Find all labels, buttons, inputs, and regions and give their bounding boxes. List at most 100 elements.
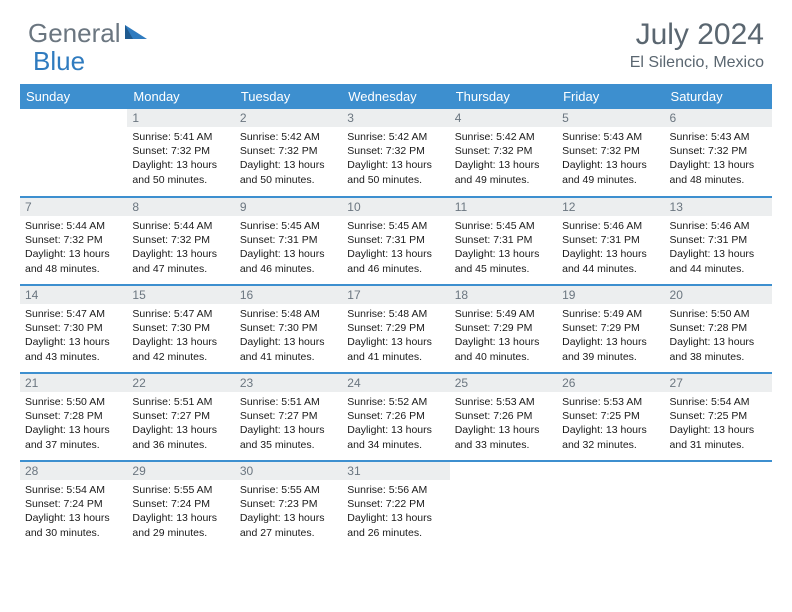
- day-details: Sunrise: 5:53 AMSunset: 7:26 PMDaylight:…: [450, 392, 557, 456]
- day-number: 25: [450, 374, 557, 392]
- weekday-header: Sunday: [20, 84, 127, 109]
- calendar-body: 1Sunrise: 5:41 AMSunset: 7:32 PMDaylight…: [20, 109, 772, 549]
- calendar-cell: 12Sunrise: 5:46 AMSunset: 7:31 PMDayligh…: [557, 197, 664, 285]
- calendar-cell: 18Sunrise: 5:49 AMSunset: 7:29 PMDayligh…: [450, 285, 557, 373]
- calendar-cell: 30Sunrise: 5:55 AMSunset: 7:23 PMDayligh…: [235, 461, 342, 549]
- logo-text-blue: Blue: [33, 46, 85, 76]
- weekday-header: Thursday: [450, 84, 557, 109]
- calendar-cell: 27Sunrise: 5:54 AMSunset: 7:25 PMDayligh…: [665, 373, 772, 461]
- day-details: Sunrise: 5:43 AMSunset: 7:32 PMDaylight:…: [557, 127, 664, 191]
- day-details: Sunrise: 5:43 AMSunset: 7:32 PMDaylight:…: [665, 127, 772, 191]
- calendar-cell: 3Sunrise: 5:42 AMSunset: 7:32 PMDaylight…: [342, 109, 449, 197]
- calendar-cell: [557, 461, 664, 549]
- day-number: 16: [235, 286, 342, 304]
- day-details: Sunrise: 5:49 AMSunset: 7:29 PMDaylight:…: [450, 304, 557, 368]
- day-number: 28: [20, 462, 127, 480]
- day-details: Sunrise: 5:44 AMSunset: 7:32 PMDaylight:…: [127, 216, 234, 280]
- day-number: 10: [342, 198, 449, 216]
- day-number: 29: [127, 462, 234, 480]
- calendar-cell: 31Sunrise: 5:56 AMSunset: 7:22 PMDayligh…: [342, 461, 449, 549]
- day-number: 19: [557, 286, 664, 304]
- day-details: Sunrise: 5:51 AMSunset: 7:27 PMDaylight:…: [127, 392, 234, 456]
- calendar-row: 1Sunrise: 5:41 AMSunset: 7:32 PMDaylight…: [20, 109, 772, 197]
- day-number: 8: [127, 198, 234, 216]
- day-number: 7: [20, 198, 127, 216]
- day-number: 11: [450, 198, 557, 216]
- calendar-cell: [665, 461, 772, 549]
- day-details: Sunrise: 5:45 AMSunset: 7:31 PMDaylight:…: [342, 216, 449, 280]
- calendar-cell: 10Sunrise: 5:45 AMSunset: 7:31 PMDayligh…: [342, 197, 449, 285]
- day-number: 27: [665, 374, 772, 392]
- calendar-cell: 22Sunrise: 5:51 AMSunset: 7:27 PMDayligh…: [127, 373, 234, 461]
- day-details: Sunrise: 5:45 AMSunset: 7:31 PMDaylight:…: [235, 216, 342, 280]
- weekday-header: Wednesday: [342, 84, 449, 109]
- calendar-cell: 24Sunrise: 5:52 AMSunset: 7:26 PMDayligh…: [342, 373, 449, 461]
- weekday-header: Saturday: [665, 84, 772, 109]
- day-number: 20: [665, 286, 772, 304]
- calendar-row: 7Sunrise: 5:44 AMSunset: 7:32 PMDaylight…: [20, 197, 772, 285]
- calendar-cell: 25Sunrise: 5:53 AMSunset: 7:26 PMDayligh…: [450, 373, 557, 461]
- day-number: 3: [342, 109, 449, 127]
- calendar-cell: [20, 109, 127, 197]
- day-details: Sunrise: 5:45 AMSunset: 7:31 PMDaylight:…: [450, 216, 557, 280]
- header: General July 2024 El Silencio, Mexico: [0, 0, 792, 80]
- calendar-row: 21Sunrise: 5:50 AMSunset: 7:28 PMDayligh…: [20, 373, 772, 461]
- day-number: 21: [20, 374, 127, 392]
- calendar-row: 28Sunrise: 5:54 AMSunset: 7:24 PMDayligh…: [20, 461, 772, 549]
- day-details: Sunrise: 5:53 AMSunset: 7:25 PMDaylight:…: [557, 392, 664, 456]
- calendar-cell: 20Sunrise: 5:50 AMSunset: 7:28 PMDayligh…: [665, 285, 772, 373]
- day-number: 18: [450, 286, 557, 304]
- day-details: Sunrise: 5:48 AMSunset: 7:29 PMDaylight:…: [342, 304, 449, 368]
- day-number: 31: [342, 462, 449, 480]
- day-details: Sunrise: 5:44 AMSunset: 7:32 PMDaylight:…: [20, 216, 127, 280]
- weekday-header: Monday: [127, 84, 234, 109]
- weekday-header: Tuesday: [235, 84, 342, 109]
- day-number: 26: [557, 374, 664, 392]
- logo-text-general: General: [28, 18, 121, 49]
- day-details: Sunrise: 5:50 AMSunset: 7:28 PMDaylight:…: [20, 392, 127, 456]
- day-details: Sunrise: 5:47 AMSunset: 7:30 PMDaylight:…: [20, 304, 127, 368]
- day-details: Sunrise: 5:42 AMSunset: 7:32 PMDaylight:…: [450, 127, 557, 191]
- day-number: 13: [665, 198, 772, 216]
- day-details: Sunrise: 5:55 AMSunset: 7:23 PMDaylight:…: [235, 480, 342, 544]
- day-details: Sunrise: 5:42 AMSunset: 7:32 PMDaylight:…: [342, 127, 449, 191]
- calendar-head: SundayMondayTuesdayWednesdayThursdayFrid…: [20, 84, 772, 109]
- day-details: Sunrise: 5:52 AMSunset: 7:26 PMDaylight:…: [342, 392, 449, 456]
- day-details: Sunrise: 5:49 AMSunset: 7:29 PMDaylight:…: [557, 304, 664, 368]
- calendar-cell: 16Sunrise: 5:48 AMSunset: 7:30 PMDayligh…: [235, 285, 342, 373]
- logo: General: [28, 18, 151, 49]
- page-subtitle: El Silencio, Mexico: [630, 54, 764, 72]
- day-number: 12: [557, 198, 664, 216]
- logo-flag-icon: [125, 21, 149, 46]
- page-title: July 2024: [630, 18, 764, 52]
- day-number: 9: [235, 198, 342, 216]
- calendar-row: 14Sunrise: 5:47 AMSunset: 7:30 PMDayligh…: [20, 285, 772, 373]
- day-number: 1: [127, 109, 234, 127]
- weekday-header: Friday: [557, 84, 664, 109]
- day-number: 2: [235, 109, 342, 127]
- day-details: Sunrise: 5:41 AMSunset: 7:32 PMDaylight:…: [127, 127, 234, 191]
- day-details: Sunrise: 5:54 AMSunset: 7:24 PMDaylight:…: [20, 480, 127, 544]
- day-number: 14: [20, 286, 127, 304]
- day-number: 15: [127, 286, 234, 304]
- calendar-cell: 13Sunrise: 5:46 AMSunset: 7:31 PMDayligh…: [665, 197, 772, 285]
- calendar-cell: 9Sunrise: 5:45 AMSunset: 7:31 PMDaylight…: [235, 197, 342, 285]
- calendar-table: SundayMondayTuesdayWednesdayThursdayFrid…: [20, 84, 772, 549]
- day-number: 24: [342, 374, 449, 392]
- calendar-cell: 5Sunrise: 5:43 AMSunset: 7:32 PMDaylight…: [557, 109, 664, 197]
- day-details: Sunrise: 5:50 AMSunset: 7:28 PMDaylight:…: [665, 304, 772, 368]
- day-number: 17: [342, 286, 449, 304]
- day-details: Sunrise: 5:56 AMSunset: 7:22 PMDaylight:…: [342, 480, 449, 544]
- day-number: 30: [235, 462, 342, 480]
- calendar-cell: 4Sunrise: 5:42 AMSunset: 7:32 PMDaylight…: [450, 109, 557, 197]
- calendar-cell: 2Sunrise: 5:42 AMSunset: 7:32 PMDaylight…: [235, 109, 342, 197]
- calendar-cell: 19Sunrise: 5:49 AMSunset: 7:29 PMDayligh…: [557, 285, 664, 373]
- weekday-row: SundayMondayTuesdayWednesdayThursdayFrid…: [20, 84, 772, 109]
- calendar-cell: 17Sunrise: 5:48 AMSunset: 7:29 PMDayligh…: [342, 285, 449, 373]
- calendar-cell: 23Sunrise: 5:51 AMSunset: 7:27 PMDayligh…: [235, 373, 342, 461]
- calendar-cell: 14Sunrise: 5:47 AMSunset: 7:30 PMDayligh…: [20, 285, 127, 373]
- calendar-cell: 26Sunrise: 5:53 AMSunset: 7:25 PMDayligh…: [557, 373, 664, 461]
- day-details: Sunrise: 5:54 AMSunset: 7:25 PMDaylight:…: [665, 392, 772, 456]
- day-number: 5: [557, 109, 664, 127]
- calendar-cell: 6Sunrise: 5:43 AMSunset: 7:32 PMDaylight…: [665, 109, 772, 197]
